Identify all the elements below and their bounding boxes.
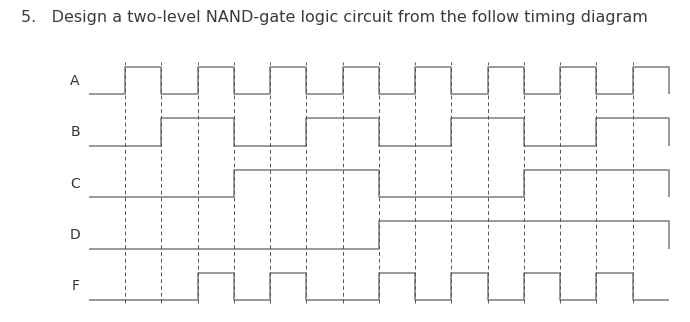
Text: D: D	[69, 228, 80, 242]
Text: 5.   Design a two-level NAND-gate logic circuit from the follow timing diagram: 5. Design a two-level NAND-gate logic ci…	[21, 10, 648, 25]
Text: F: F	[72, 279, 80, 293]
Text: B: B	[70, 125, 80, 139]
Text: C: C	[70, 176, 80, 191]
Text: A: A	[70, 74, 80, 88]
